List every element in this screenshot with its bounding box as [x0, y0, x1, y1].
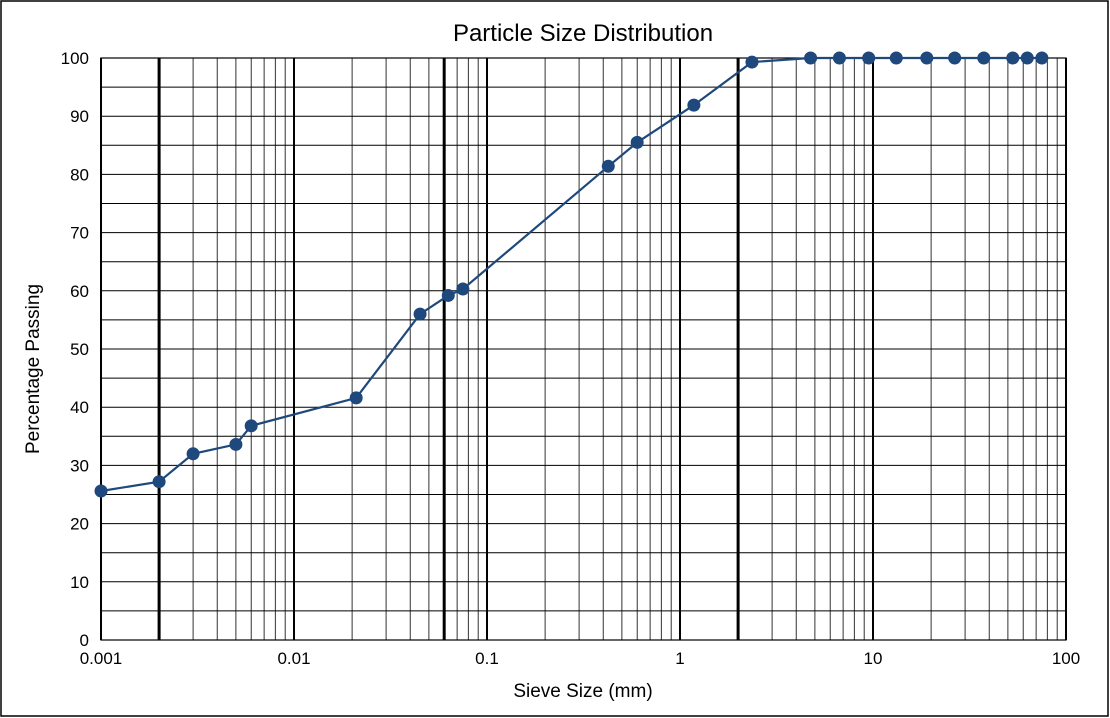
data-point — [832, 51, 846, 65]
data-point — [889, 51, 903, 65]
x-axis-title: Sieve Size (mm) — [513, 681, 652, 702]
chart-title: Particle Size Distribution — [453, 20, 713, 47]
grid-layer — [100, 57, 1067, 641]
y-tick-label: 100 — [61, 49, 89, 68]
y-tick-label: 10 — [70, 573, 89, 592]
data-point — [244, 419, 258, 433]
data-point — [152, 475, 166, 489]
data-point — [745, 55, 759, 69]
data-point — [441, 288, 455, 302]
y-tick-label: 60 — [70, 282, 89, 301]
data-point — [804, 51, 818, 65]
data-point — [1006, 51, 1020, 65]
y-tick-label: 80 — [70, 165, 89, 184]
data-point — [977, 51, 991, 65]
data-point — [186, 447, 200, 461]
y-tick-label: 40 — [70, 398, 89, 417]
y-tick-label: 70 — [70, 224, 89, 243]
y-tick-label: 0 — [80, 631, 89, 650]
data-point — [1035, 51, 1049, 65]
data-point — [413, 307, 427, 321]
data-point — [687, 98, 701, 112]
x-tick-label: 0.001 — [80, 649, 123, 668]
y-tick-label: 30 — [70, 456, 89, 475]
x-tick-label: 10 — [864, 649, 883, 668]
x-tick-label: 0.01 — [277, 649, 310, 668]
y-tick-label: 90 — [70, 107, 89, 126]
y-tick-label: 20 — [70, 515, 89, 534]
series-layer — [94, 51, 1049, 498]
data-point — [920, 51, 934, 65]
y-tick-label: 50 — [70, 340, 89, 359]
axis-labels-layer: 0 10 20 30 40 50 60 70 80 90 100 0.001 0.01 0.1 1 10 100 — [61, 49, 1081, 668]
data-point — [630, 135, 644, 149]
x-tick-label: 1 — [675, 649, 684, 668]
x-tick-label: 100 — [1052, 649, 1080, 668]
data-point — [229, 437, 243, 451]
data-point — [349, 391, 363, 405]
y-axis-title: Percentage Passing — [23, 284, 44, 454]
data-point — [601, 159, 615, 173]
data-point — [94, 484, 108, 498]
data-point — [456, 282, 470, 296]
data-point — [948, 51, 962, 65]
x-tick-label: 0.1 — [475, 649, 499, 668]
plot-area-border — [100, 57, 1067, 641]
data-point — [1020, 51, 1034, 65]
data-point — [862, 51, 876, 65]
